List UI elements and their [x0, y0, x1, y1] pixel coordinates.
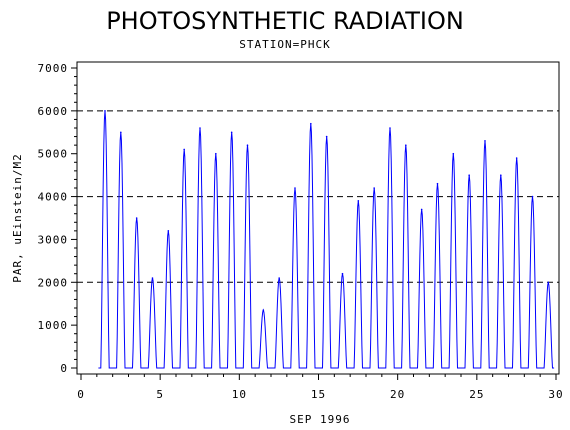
daily-peak-point — [246, 144, 249, 146]
y-tick-label: 6000 — [38, 105, 69, 118]
reference-lines — [77, 110, 559, 283]
y-axis: 0 1000 2000 3000 4000 5000 6000 7000 — [38, 62, 77, 375]
daily-peak-point — [468, 174, 470, 176]
x-axis: 0 5 10 15 20 25 30 — [77, 374, 563, 401]
daily-peak-point — [500, 174, 502, 176]
series-group — [98, 110, 555, 369]
daily-peak-point — [151, 277, 154, 279]
daily-peak-point — [278, 277, 280, 279]
x-tick-label: 5 — [156, 388, 164, 401]
x-tick-label: 15 — [311, 388, 326, 401]
daily-peak-point — [230, 131, 233, 134]
daily-peak-point — [531, 195, 534, 198]
x-tick-label: 25 — [469, 388, 484, 401]
daily-peak-point — [215, 152, 217, 155]
daily-peak-point — [167, 230, 170, 232]
daily-peak-point — [310, 122, 312, 125]
daily-peak-point — [135, 217, 138, 219]
daily-peak-point — [405, 144, 407, 146]
daily-peak-point — [120, 131, 122, 134]
y-tick-label: 2000 — [38, 276, 69, 289]
daily-peak-point — [515, 157, 518, 159]
x-tick-label: 20 — [390, 388, 405, 401]
daily-peak-point — [262, 309, 265, 311]
x-tick-label: 10 — [232, 388, 247, 401]
daily-peak-point — [452, 152, 455, 155]
daily-peak-point — [373, 187, 375, 189]
y-tick-label: 4000 — [38, 191, 69, 204]
y-axis-label: PAR, uEinstein/M2 — [11, 153, 24, 283]
x-tick-label: 30 — [548, 388, 563, 401]
x-tick-label: 0 — [77, 388, 85, 401]
daily-peak-point — [183, 148, 185, 151]
daily-peak-point — [357, 200, 360, 202]
daily-peak-point — [325, 135, 328, 138]
y-tick-label: 5000 — [38, 148, 69, 161]
y-tick-label: 0 — [60, 362, 68, 375]
chart-title: PHOTOSYNTHETIC RADIATION — [106, 7, 464, 35]
daily-peak-point — [199, 127, 201, 129]
x-axis-label: SEP 1996 — [290, 413, 351, 426]
daily-peak-point — [547, 281, 550, 284]
daily-peak-point — [420, 208, 423, 211]
y-tick-label: 3000 — [38, 233, 69, 246]
y-tick-label: 7000 — [38, 62, 69, 75]
par-series-line — [98, 110, 555, 369]
daily-peak-point — [389, 127, 391, 129]
daily-peak-point — [104, 110, 106, 112]
y-tick-label: 1000 — [38, 319, 69, 332]
chart-subtitle: STATION=PHCK — [239, 38, 330, 51]
daily-peak-point — [436, 182, 439, 185]
daily-peak-point — [484, 140, 486, 142]
daily-peak-point — [341, 272, 344, 275]
daily-peak-point — [294, 187, 296, 189]
